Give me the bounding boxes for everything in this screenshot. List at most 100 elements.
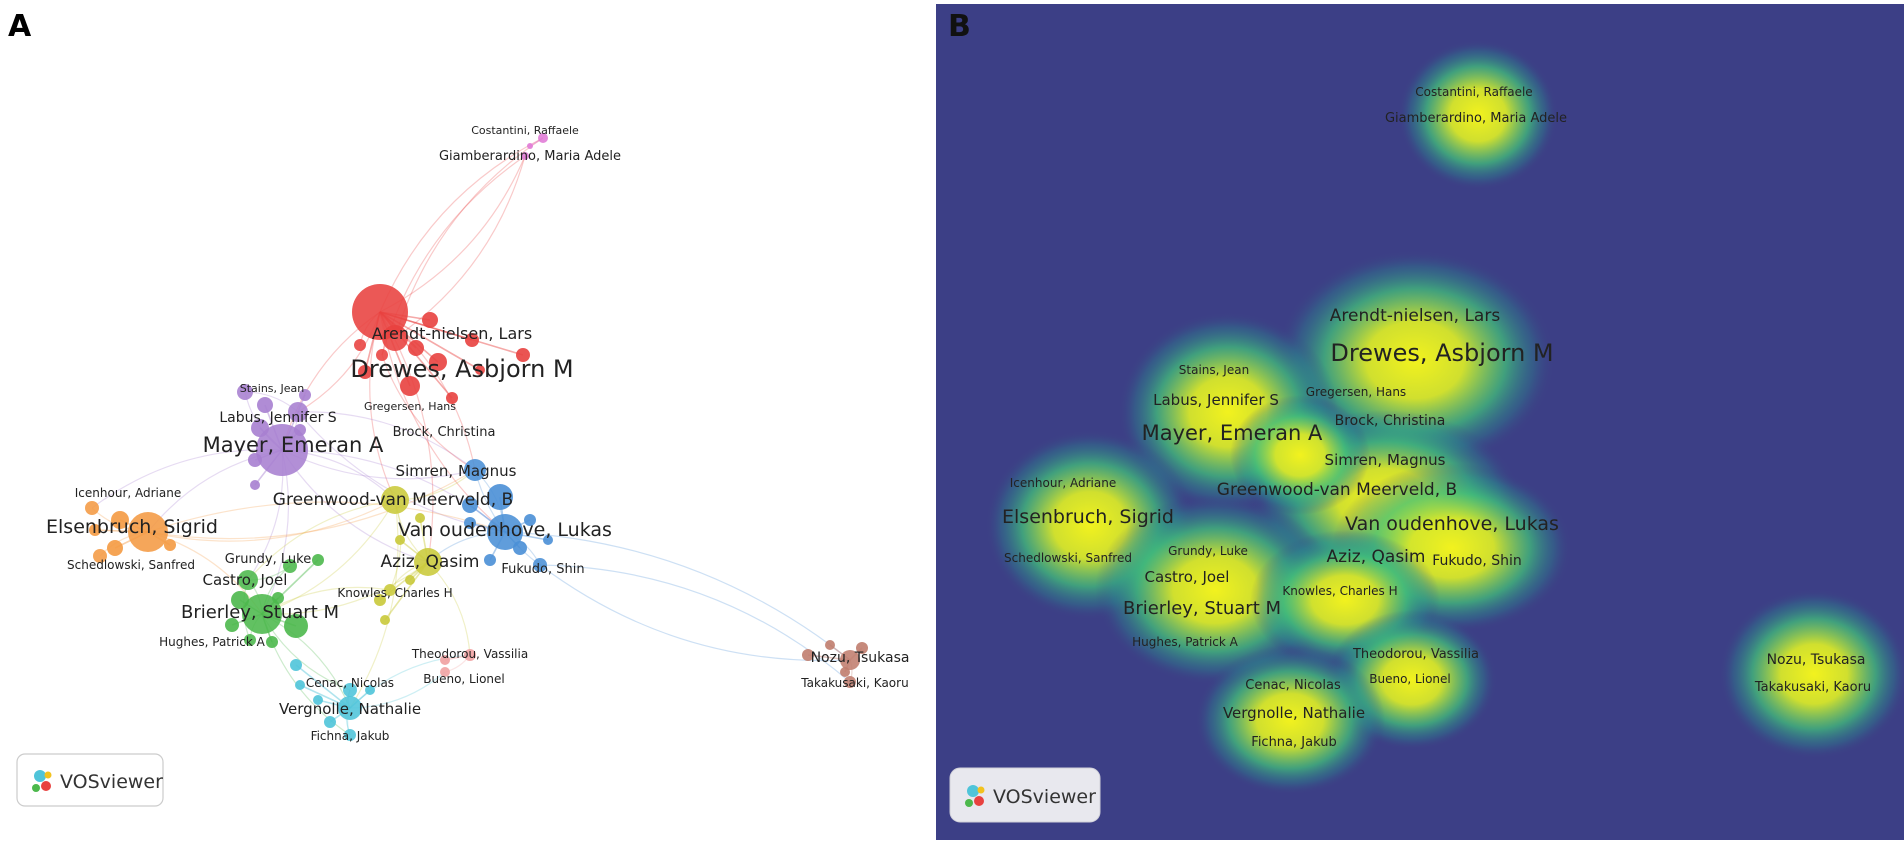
network-node-minor: [465, 333, 479, 347]
network-node-minor: [446, 392, 458, 404]
density-label-brierley: Brierley, Stuart M: [1123, 598, 1281, 619]
network-node-elsenbruch: [128, 512, 168, 552]
node-label-elsenbruch: Elsenbruch, Sigrid: [46, 516, 218, 538]
density-label-greenwood: Greenwood-van Meerveld, B: [1217, 480, 1457, 500]
panel-b-density-blobs: [985, 40, 1904, 795]
density-label-icenhour: Icenhour, Adriane: [1010, 476, 1116, 490]
network-node-minor: [295, 680, 305, 690]
network-node-minor: [484, 554, 496, 566]
density-label-grundy: Grundy, Luke: [1168, 544, 1248, 558]
network-node-labus: [288, 402, 308, 422]
panel-a-vosviewer-badge: VOSviewer: [16, 753, 164, 807]
network-node-minor: [408, 340, 424, 356]
badge-frame: [16, 753, 164, 807]
network-node-minor: [365, 685, 375, 695]
node-label-icenhour: Icenhour, Adriane: [75, 486, 181, 500]
network-edge: [381, 354, 476, 471]
network-node-minor: [225, 618, 239, 632]
network-node-minor: [313, 695, 323, 705]
network-node-takakusaki: [844, 676, 856, 688]
network-edge: [379, 137, 544, 313]
network-node-minor: [440, 655, 450, 665]
network-node-minor: [429, 353, 447, 371]
panel-b-vosviewer-badge: VOSviewer: [949, 767, 1101, 823]
network-node-fichna: [344, 729, 356, 741]
node-label-labus: Labus, Jennifer S: [219, 410, 336, 426]
node-label-greenwood: Greenwood-van Meerveld, B: [273, 490, 513, 510]
node-label-stains: Stains, Jean: [240, 382, 305, 395]
network-node-arendt: [382, 325, 408, 351]
network-edge: [261, 561, 429, 615]
density-label-drewes: Drewes, Asbjorn M: [1330, 339, 1553, 367]
node-label-fukudo: Fukudo, Shin: [501, 562, 584, 577]
node-label-gregersen: Gregersen, Hans: [364, 400, 456, 413]
density-label-labus: Labus, Jennifer S: [1153, 391, 1279, 409]
density-blob: [1398, 40, 1558, 190]
network-node-theodorou: [464, 649, 476, 661]
node-label-mayer: Mayer, Emeran A: [203, 433, 384, 457]
network-node-minor: [164, 539, 176, 551]
network-node-minor: [111, 511, 129, 529]
density-label-vanoudenhove: Van oudenhove, Lukas: [1345, 513, 1559, 535]
node-label-grundy: Grundy, Luke: [225, 552, 311, 567]
network-node-vergnolle: [338, 696, 362, 720]
network-node-minor: [415, 513, 425, 523]
network-node-minor: [422, 312, 438, 328]
network-node-simren: [464, 459, 486, 481]
network-edge: [504, 531, 851, 661]
network-node-minor: [395, 535, 405, 545]
badge-frame: [949, 767, 1101, 823]
network-node-minor: [475, 365, 485, 375]
node-label-knowles: Knowles, Charles H: [337, 586, 452, 600]
panel-b-density-map: Costantini, Raffaele Giamberardino, Maria…: [936, 4, 1904, 840]
density-label-arendt: Arendt-nielsen, Lars: [1330, 306, 1501, 326]
network-node-minor: [324, 716, 336, 728]
node-label-hughes: Hughes, Patrick A: [159, 635, 266, 649]
density-label-elsenbruch: Elsenbruch, Sigrid: [1002, 506, 1174, 528]
network-node-brierley: [242, 594, 282, 634]
network-edge: [539, 564, 851, 683]
node-label-vergnolle: Vergnolle, Nathalie: [279, 700, 421, 718]
node-label-costantini: Costantini, Raffaele: [471, 124, 579, 137]
network-node-minor: [527, 143, 533, 149]
density-label-vergnolle: Vergnolle, Nathalie: [1223, 704, 1365, 722]
density-label-fukudo: Fukudo, Shin: [1432, 553, 1522, 569]
network-edge: [349, 499, 399, 709]
density-label-simren: Simren, Magnus: [1325, 451, 1446, 469]
network-node-minor: [358, 365, 372, 379]
density-blob: [1230, 395, 1370, 515]
density-label-stains: Stains, Jean: [1179, 363, 1249, 377]
density-label-knowles: Knowles, Charles H: [1282, 584, 1397, 598]
network-edge: [394, 155, 526, 339]
vosviewer-logo-icon: [965, 785, 985, 807]
network-node-giamberardino: [521, 152, 529, 160]
network-node-bueno: [440, 667, 450, 677]
network-node-minor: [464, 517, 476, 529]
node-label-castro: Castro, Joel: [203, 571, 288, 589]
network-node-grundy: [283, 559, 297, 573]
network-node-minor: [250, 480, 260, 490]
network-edge: [147, 499, 396, 542]
network-node-aziz: [414, 548, 442, 576]
network-node-minor: [312, 554, 324, 566]
network-node-stains: [237, 384, 253, 400]
node-label-fichna: Fichna, Jakub: [311, 729, 390, 743]
network-node-fukudo: [533, 558, 547, 572]
network-edge: [281, 449, 506, 533]
density-label-giamberardino: Giamberardino, Maria Adele: [1385, 111, 1567, 126]
network-node-brock: [376, 349, 388, 361]
network-node-knowles: [384, 584, 396, 596]
density-label-aziz: Aziz, Qasim: [1327, 547, 1426, 567]
node-label-schedlowski: Schedlowski, Sanfred: [67, 558, 195, 572]
node-label-bueno: Bueno, Lionel: [423, 672, 504, 686]
vosviewer-logo-icon: [32, 770, 52, 792]
panel-a-network: A Drewes, Asbjorn M Arendt-nielsen, Lars G…: [8, 9, 909, 807]
network-node-greenwood: [381, 486, 409, 514]
network-node-minor: [89, 524, 101, 536]
node-label-brock: Brock, Christina: [393, 425, 496, 440]
network-node-minor: [856, 642, 868, 654]
panel-a-nodes: [85, 133, 868, 741]
node-label-theodorou: Theodorou, Vassilia: [411, 647, 528, 661]
network-node-icenhour: [85, 501, 99, 515]
